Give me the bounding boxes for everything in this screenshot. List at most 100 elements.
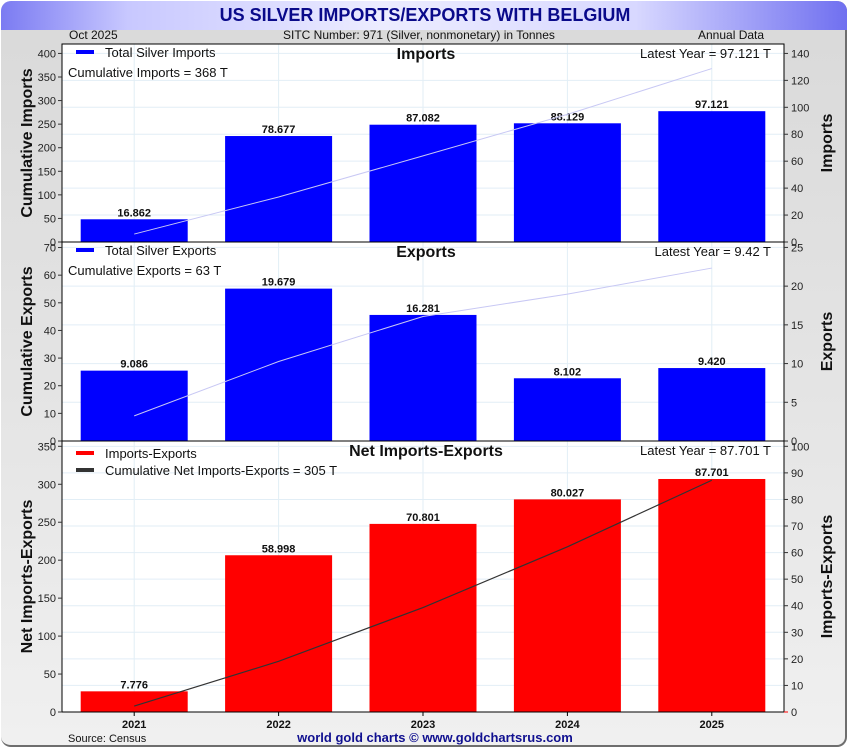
sitc-subtitle: SITC Number: 971 (Silver, nonmonetary) i…: [283, 28, 555, 42]
exports-left-tick-label: 70: [44, 243, 56, 255]
net-right-tick-label: 90: [791, 468, 803, 480]
exports-right-tick-label: 20: [791, 281, 803, 293]
imports-bar-2022: [225, 136, 333, 242]
x-axis-label-2023: 2023: [411, 719, 435, 731]
exports-legend-label: Total Silver Exports: [105, 243, 217, 258]
exports-cumulative-annotation: Cumulative Exports = 63 T: [68, 263, 221, 278]
x-axis-label-2025: 2025: [700, 719, 724, 731]
net-right-tick-label: 100: [791, 441, 809, 453]
imports-right-tick-label: 80: [791, 129, 803, 141]
net-bar-label-2023: 70.801: [406, 512, 440, 524]
exports-left-tick-label: 50: [44, 298, 56, 310]
imports-left-tick-label: 300: [38, 96, 56, 108]
imports-left-tick-label: 250: [38, 119, 56, 131]
imports-bar-2023: [369, 124, 477, 242]
net-right-tick-label: 60: [791, 548, 803, 560]
cumulative-net-legend-swatch: [76, 468, 94, 472]
exports-latest-annotation: Latest Year = 9.42 T: [655, 244, 772, 259]
exports-cumulative-line: [134, 267, 712, 417]
net-right-tick-label: 70: [791, 521, 803, 533]
exports-left-tick-label: 30: [44, 353, 56, 365]
exports-right-tick-label: 25: [791, 242, 803, 254]
imports-bar-label-2021: 16.862: [117, 207, 151, 219]
exports-bar-2023: [369, 314, 477, 441]
imports-right-tick-label: 0: [791, 237, 797, 249]
net-legend-label: Imports-Exports: [105, 446, 197, 461]
imports-right-tick-label: 60: [791, 156, 803, 168]
exports-right-axis-title: Exports: [819, 312, 836, 372]
imports-legend-label: Total Silver Imports: [105, 45, 216, 60]
imports-cumulative-annotation: Cumulative Imports = 368 T: [68, 65, 228, 80]
exports-right-tick-label: 0: [791, 436, 797, 448]
net-bar-2021: [80, 691, 188, 712]
net-bar-2024: [513, 499, 621, 712]
imports-bar-2024: [513, 123, 621, 242]
x-axis-label-2021: 2021: [122, 719, 146, 731]
imports-right-tick-label: 120: [791, 75, 809, 87]
exports-left-tick-label: 0: [50, 436, 56, 448]
exports-left-tick-label: 10: [44, 408, 56, 420]
net-right-tick-label: 10: [791, 680, 803, 692]
imports-bar-2025: [658, 111, 766, 242]
net-left-tick-label: 200: [38, 555, 56, 567]
x-axis-label-2024: 2024: [555, 719, 580, 731]
imports-left-tick-label: 0: [50, 237, 56, 249]
exports-right-tick-label: 15: [791, 320, 803, 332]
imports-latest-annotation: Latest Year = 97.121 T: [640, 46, 771, 61]
net-panel-title: Net Imports-Exports: [349, 443, 503, 460]
net-left-tick-label: 50: [44, 669, 56, 681]
net-bar-2022: [225, 555, 333, 712]
exports-left-axis-title: Cumulative Exports: [19, 266, 36, 416]
exports-left-tick-label: 20: [44, 381, 56, 393]
exports-right-tick-label: 5: [791, 397, 797, 409]
imports-bar-label-2023: 87.082: [406, 113, 440, 125]
net-right-tick-label: 40: [791, 601, 803, 613]
net-legend-swatch: [76, 451, 94, 455]
exports-bar-label-2023: 16.281: [406, 303, 440, 315]
imports-bar-label-2022: 78.677: [262, 124, 296, 136]
exports-bar-label-2021: 9.086: [120, 359, 148, 371]
imports-right-tick-label: 100: [791, 102, 809, 114]
imports-cumulative-line: [134, 68, 712, 235]
net-left-tick-label: 100: [38, 631, 56, 643]
net-bar-2023: [369, 523, 477, 712]
exports-right-tick-label: 10: [791, 359, 803, 371]
imports-left-tick-label: 100: [38, 190, 56, 202]
net-right-axis-title: Imports-Exports: [819, 515, 836, 639]
imports-right-tick-label: 20: [791, 210, 803, 222]
exports-legend-swatch: [76, 248, 94, 252]
source-label: Source: Census: [68, 733, 147, 745]
imports-bar-2021: [80, 219, 188, 242]
imports-right-axis-title: Imports: [819, 114, 836, 173]
net-latest-annotation: Latest Year = 87.701 T: [640, 443, 771, 458]
imports-left-tick-label: 200: [38, 143, 56, 155]
imports-right-tick-label: 40: [791, 183, 803, 195]
exports-bar-label-2024: 8.102: [554, 366, 582, 378]
net-left-axis-title: Net Imports-Exports: [19, 500, 36, 654]
imports-left-tick-label: 350: [38, 72, 56, 84]
report-date: Oct 2025: [69, 28, 118, 42]
net-right-tick-label: 0: [791, 707, 797, 719]
net-right-tick-label: 20: [791, 654, 803, 666]
net-right-tick-label: 50: [791, 574, 803, 586]
net-bar-label-2025: 87.701: [695, 467, 729, 479]
exports-bar-label-2025: 9.420: [698, 356, 726, 368]
net-left-tick-label: 150: [38, 593, 56, 605]
net-right-tick-label: 80: [791, 494, 803, 506]
imports-right-tick-label: 140: [791, 48, 809, 60]
net-left-tick-label: 250: [38, 517, 56, 529]
exports-bar-2021: [80, 370, 188, 441]
net-bar-label-2024: 80.027: [551, 487, 585, 499]
net-right-tick-label: 30: [791, 627, 803, 639]
imports-legend-swatch: [76, 50, 94, 54]
imports-bar-label-2024: 88.129: [551, 111, 585, 123]
net-left-tick-label: 350: [38, 441, 56, 453]
exports-panel-title: Exports: [396, 244, 456, 261]
chart-title: US SILVER IMPORTS/EXPORTS WITH BELGIUM: [219, 5, 631, 25]
net-bar-label-2021: 7.776: [120, 679, 148, 691]
net-bar-2025: [658, 478, 766, 712]
exports-bar-2022: [225, 288, 333, 441]
net-bar-label-2022: 58.998: [262, 543, 296, 555]
title-bar: [1, 1, 847, 30]
